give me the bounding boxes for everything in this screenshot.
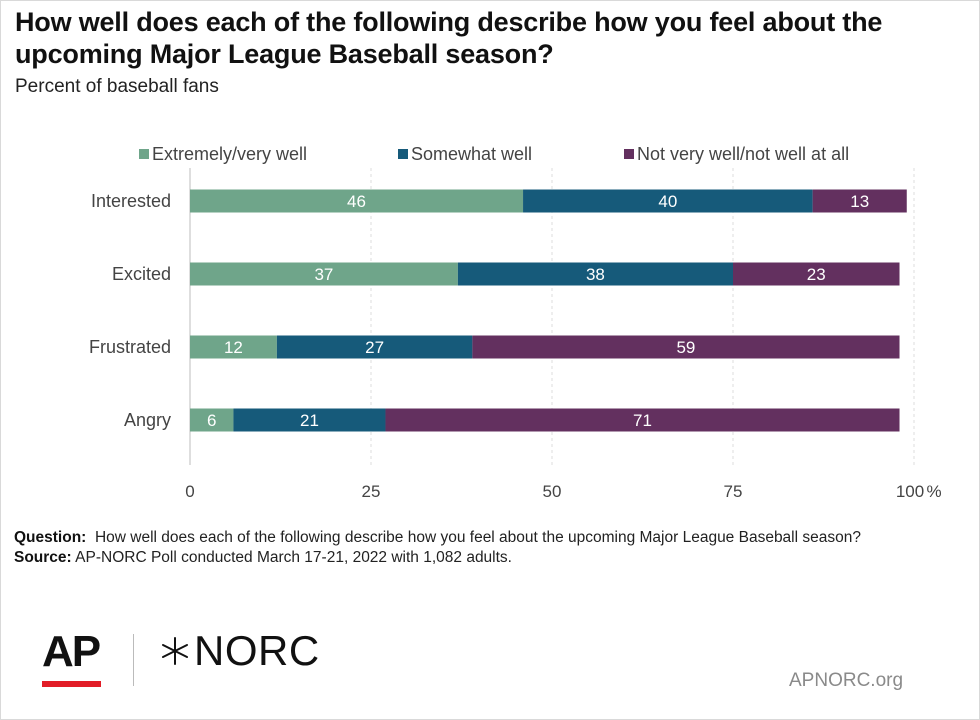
bar-segment <box>733 262 900 286</box>
x-tick-label: 0 <box>185 482 194 500</box>
x-tick-label: 50 <box>543 482 562 500</box>
data-label: 59 <box>676 338 695 357</box>
bar-segment <box>457 262 733 286</box>
bar-segment <box>472 335 900 359</box>
bar-segment <box>190 262 458 286</box>
question-label: Question: <box>14 529 87 546</box>
bar-segment <box>233 408 386 432</box>
data-label: 37 <box>314 265 333 284</box>
data-label: 46 <box>347 192 366 211</box>
x-tick-label: 25 <box>362 482 381 500</box>
source-label: Source: <box>14 549 72 566</box>
x-tick-label: 75 <box>724 482 743 500</box>
bar-segment <box>812 189 907 213</box>
chart-title: How well does each of the following desc… <box>15 7 883 69</box>
legend-swatch <box>139 149 149 159</box>
x-tick-label: 100 <box>896 482 924 500</box>
logo-divider <box>133 634 134 686</box>
category-label: Frustrated <box>89 337 171 357</box>
bar-segment <box>190 335 277 359</box>
legend-label: Extremely/very well <box>152 144 307 164</box>
data-label: 6 <box>207 411 216 430</box>
bar-segment <box>523 189 813 213</box>
norc-logo: NORC <box>160 628 320 674</box>
source-note: Source: AP-NORC Poll conducted March 17-… <box>14 548 954 568</box>
legend-label: Somewhat well <box>411 144 532 164</box>
ap-logo-underline <box>42 681 101 687</box>
stacked-bar-chart: Extremely/very well Somewhat well Not very… <box>89 144 942 500</box>
site-url: APNORC.org <box>789 670 904 691</box>
data-label: 23 <box>807 265 826 284</box>
legend-swatch <box>624 149 634 159</box>
question-text: How well does each of the following desc… <box>94 529 861 546</box>
data-label: 71 <box>633 411 652 430</box>
norc-logo-text: NORC <box>194 627 320 674</box>
legend-swatch <box>398 149 408 159</box>
bar-segment <box>276 335 473 359</box>
data-label: 27 <box>365 338 384 357</box>
source-text: AP-NORC Poll conducted March 17-21, 2022… <box>75 549 512 566</box>
norc-star-icon <box>162 637 188 665</box>
chart-subtitle: Percent of baseball fans <box>15 76 219 97</box>
category-label: Angry <box>124 410 171 430</box>
category-label: Excited <box>112 264 171 284</box>
category-label: Interested <box>91 191 171 211</box>
chart-notes: Question: How well does each of the foll… <box>14 528 954 568</box>
data-label: 40 <box>658 192 677 211</box>
bar-segment <box>385 408 900 432</box>
bar-segment <box>190 408 234 432</box>
data-label: 21 <box>300 411 319 430</box>
data-label: 12 <box>224 338 243 357</box>
bar-segment <box>190 189 524 213</box>
legend-label: Not very well/not well at all <box>637 144 849 164</box>
x-unit-label: % <box>926 482 941 500</box>
ap-logo: AP <box>42 627 101 676</box>
data-label: 13 <box>850 192 869 211</box>
data-label: 38 <box>586 265 605 284</box>
question-note: Question: How well does each of the foll… <box>14 528 954 548</box>
